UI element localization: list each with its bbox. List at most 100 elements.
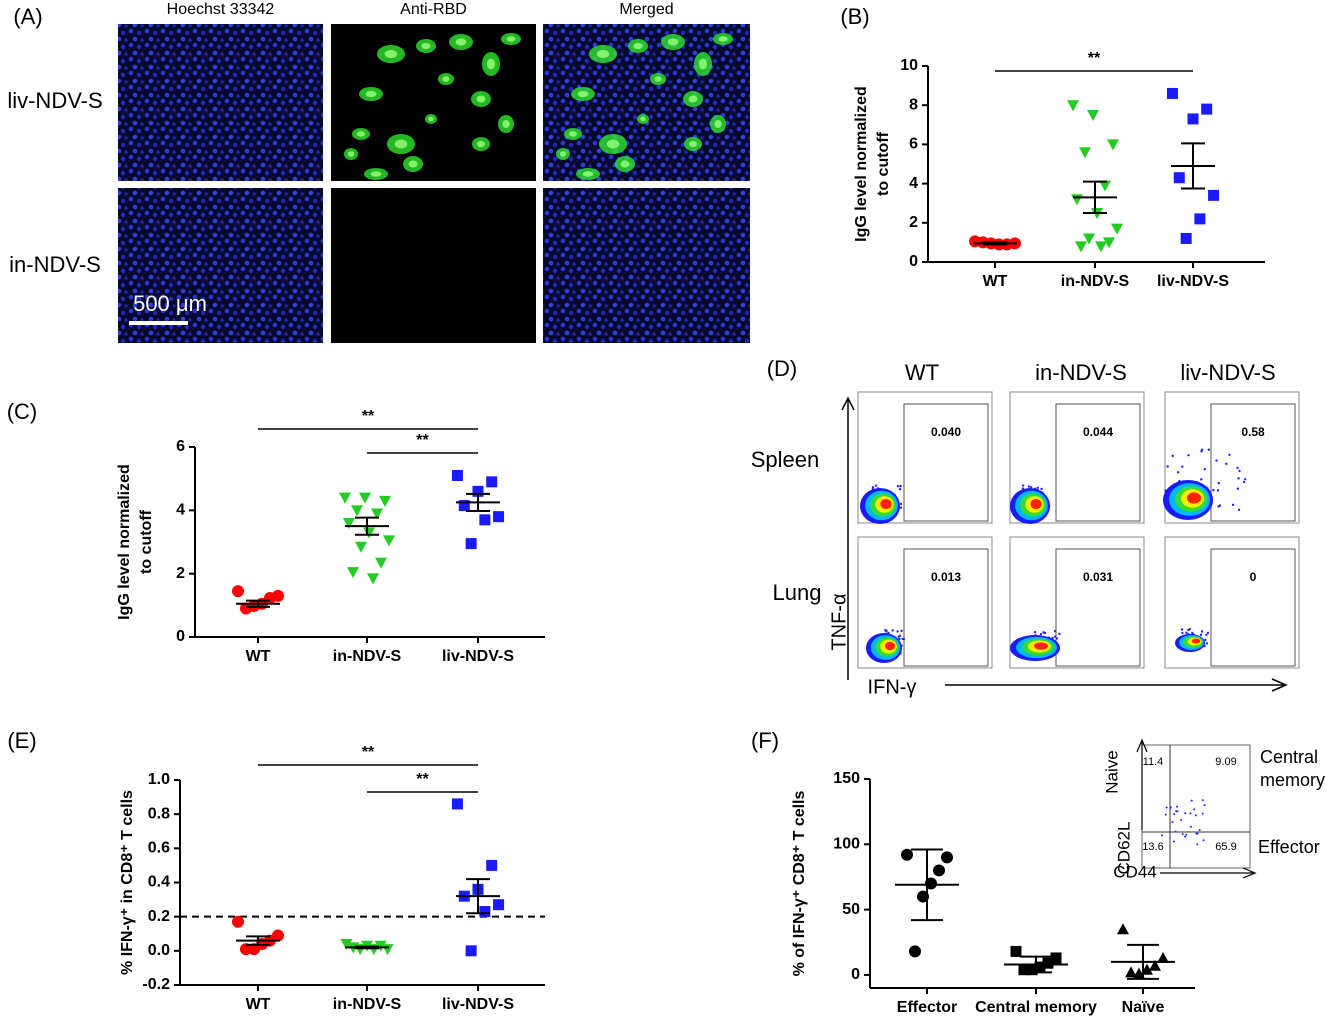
gate (1210, 548, 1296, 667)
x-tick-label: Central memory (975, 999, 1097, 1016)
event (899, 484, 902, 488)
event (1042, 631, 1045, 634)
y-tick-label: -0.2 (142, 976, 170, 993)
axis-label: TNF-α (828, 593, 850, 650)
rbd-signal (506, 36, 516, 42)
point (347, 567, 359, 579)
event (1040, 487, 1043, 491)
event (1203, 468, 1206, 471)
event (1216, 489, 1220, 492)
event (1180, 628, 1184, 631)
y-axis-label: % of IFN-γ⁺ CD8⁺ T cells (791, 790, 808, 976)
y-tick-label: 0 (851, 966, 860, 983)
column-header: Anti-RBD (400, 1, 467, 18)
axis-label: CD62L (1114, 822, 1133, 875)
axis-label: CD44 (1113, 862, 1156, 881)
panel-label: (A) (13, 4, 42, 29)
event (1181, 631, 1184, 635)
event (896, 484, 900, 488)
point (1187, 113, 1199, 125)
x-tick-label: WT (246, 996, 271, 1013)
rbd-signal (455, 38, 467, 46)
event (1200, 630, 1204, 633)
event (1205, 633, 1208, 637)
event (898, 487, 902, 491)
rbd-signal (640, 116, 646, 122)
scale-bar-label: 500 μm (133, 291, 207, 316)
rbd-signal (654, 76, 662, 82)
point (1117, 923, 1129, 935)
quadrant-value: 13.6 (1142, 841, 1163, 853)
event (1160, 834, 1163, 837)
event (1196, 843, 1199, 846)
event (898, 634, 901, 638)
rbd-signal (667, 38, 679, 46)
point (465, 538, 477, 550)
error-bar (246, 599, 270, 608)
rbd-signal (384, 49, 398, 59)
y-tick-label: 0 (909, 253, 918, 270)
point (1125, 966, 1137, 978)
event (1188, 627, 1192, 631)
point (1111, 223, 1123, 235)
error-bar (466, 878, 490, 915)
point (1018, 964, 1030, 976)
micrograph (331, 188, 536, 343)
point (232, 585, 244, 598)
y-tick-label: 0.8 (148, 805, 170, 822)
rbd-signal (568, 131, 578, 137)
gate (903, 548, 989, 667)
point (339, 492, 351, 504)
x-tick-label: in-NDV-S (333, 648, 402, 665)
event (1174, 830, 1177, 833)
panel-label: (D) (767, 356, 798, 381)
point (375, 557, 387, 569)
point (383, 535, 395, 547)
point (493, 511, 505, 523)
point (371, 508, 383, 520)
point (1173, 172, 1185, 184)
gate (1055, 548, 1141, 667)
y-tick-label: 0.2 (148, 908, 170, 925)
event (1194, 814, 1197, 817)
event (1176, 471, 1180, 474)
significance-label: ** (416, 771, 429, 788)
event (1171, 820, 1174, 823)
event (1185, 833, 1188, 836)
rbd-signal (421, 42, 431, 50)
y-tick-label: 0.6 (148, 840, 170, 857)
event (884, 628, 887, 632)
gate-value: 0.040 (931, 425, 961, 439)
event (1033, 631, 1037, 634)
y-tick-label: 2 (909, 214, 918, 231)
rbd-signal (442, 76, 450, 82)
event (899, 502, 903, 506)
error-bar (466, 492, 490, 512)
event (1171, 454, 1174, 458)
x-tick-label: in-NDV-S (1061, 273, 1130, 290)
event (1164, 813, 1167, 816)
event (871, 486, 875, 489)
point (1026, 964, 1038, 976)
quadrant-label: Central (1260, 747, 1318, 767)
error-bar (983, 241, 1007, 246)
point (1067, 100, 1079, 112)
point (1050, 952, 1062, 964)
panel-label: (E) (7, 728, 36, 753)
point (933, 864, 945, 877)
point (1103, 237, 1115, 249)
point (1201, 103, 1213, 115)
significance-label: ** (362, 744, 375, 761)
event (1201, 799, 1204, 802)
y-tick-label: 4 (176, 502, 185, 519)
event (1036, 486, 1039, 490)
point (1079, 147, 1091, 159)
point (465, 945, 477, 957)
y-tick-label: 2 (176, 565, 185, 582)
event (1238, 469, 1241, 473)
point (1099, 180, 1111, 192)
gate-value: 0.58 (1241, 425, 1265, 439)
row-label: Spleen (751, 447, 820, 472)
gate-value: 0.031 (1083, 570, 1113, 584)
density (1191, 638, 1201, 644)
